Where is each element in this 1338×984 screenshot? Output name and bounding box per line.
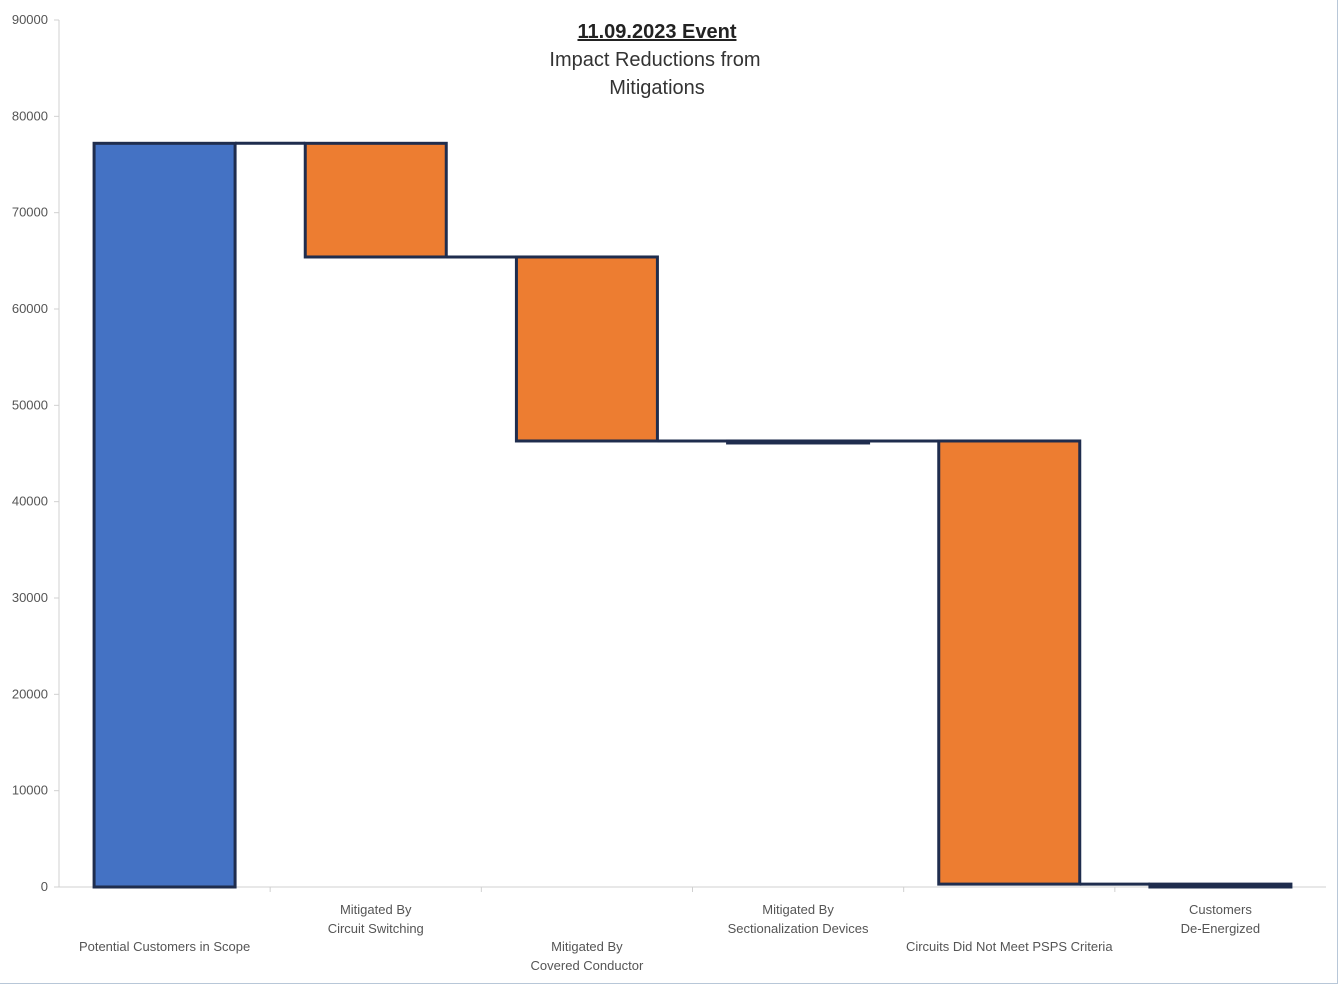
bar-total (1148, 882, 1293, 889)
chart-subtitle-line-2: Mitigations (609, 77, 705, 99)
y-tick-label: 80000 (12, 108, 48, 123)
y-tick-label: 90000 (12, 12, 48, 27)
chart-title: 11.09.2023 Event (577, 21, 736, 43)
x-category-label: Customers (1189, 902, 1252, 917)
bar-decrease (937, 439, 1082, 886)
y-tick-label: 0 (41, 879, 48, 894)
x-category-label: Covered Conductor (531, 958, 644, 973)
y-tick-label: 30000 (12, 590, 48, 605)
y-tick-label: 10000 (12, 783, 48, 798)
bar-total (92, 141, 237, 889)
chart-bars (92, 141, 1293, 889)
connector-lines (235, 141, 1150, 886)
x-category-label: Mitigated By (762, 902, 834, 917)
x-category-label: Mitigated By (340, 902, 412, 917)
chart-subtitle-line-1: Impact Reductions from (549, 49, 760, 71)
x-category-label: Circuits Did Not Meet PSPS Criteria (906, 939, 1113, 954)
x-category-label: Sectionalization Devices (728, 921, 869, 936)
x-category-label: De-Energized (1181, 921, 1261, 936)
bar-decrease (726, 439, 871, 445)
x-category-label: Circuit Switching (328, 921, 424, 936)
x-category-label: Mitigated By (551, 939, 623, 954)
bar-decrease (303, 141, 448, 259)
x-category-label: Potential Customers in Scope (79, 939, 250, 954)
y-tick-label: 60000 (12, 301, 48, 316)
y-tick-label: 40000 (12, 494, 48, 509)
y-tick-label: 50000 (12, 397, 48, 412)
x-axis-labels: Potential Customers in Scope Mitigated By… (79, 902, 1260, 973)
bar-decrease (514, 255, 659, 443)
chart-axes: 0 10000 20000 30000 40000 50000 60000 70000 8000… (12, 12, 1326, 894)
y-tick-label: 20000 (12, 686, 48, 701)
y-tick-label: 70000 (12, 205, 48, 220)
